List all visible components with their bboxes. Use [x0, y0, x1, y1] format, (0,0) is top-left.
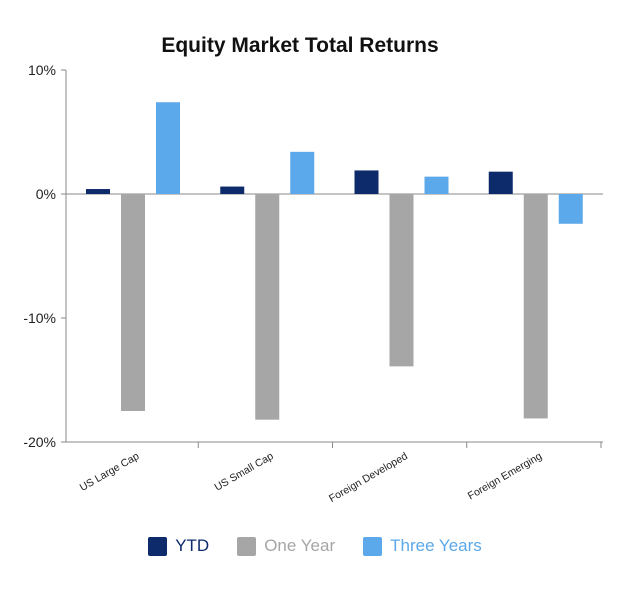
bar-three-years-foreign-developed — [424, 176, 449, 194]
legend-swatch — [148, 536, 168, 556]
legend-item-three-years: Three Years — [363, 536, 482, 556]
chart-legend: YTD One Year Three Years — [0, 536, 630, 556]
legend-item-one-year: One Year — [237, 536, 335, 556]
legend-label: YTD — [175, 536, 210, 555]
y-tick-label: -20% — [23, 434, 56, 450]
bar-ytd-foreign-emerging — [488, 171, 513, 194]
bar-one-year-foreign-developed — [389, 194, 414, 367]
x-category-label: US Large Cap — [78, 450, 142, 494]
legend-label: Three Years — [390, 536, 482, 555]
y-tick-label: 10% — [28, 62, 56, 78]
legend-item-ytd: YTD — [148, 536, 209, 556]
bar-one-year-foreign-emerging — [523, 194, 548, 419]
bar-ytd-us-large-cap — [86, 189, 110, 194]
bar-three-years-us-large-cap — [156, 102, 180, 194]
legend-swatch — [237, 536, 257, 556]
x-category-label: Foreign Developed — [327, 450, 410, 505]
x-category-label: US Small Cap — [212, 450, 275, 493]
bar-three-years-us-small-cap — [290, 151, 315, 194]
bar-ytd-us-small-cap — [220, 186, 245, 194]
legend-swatch — [363, 536, 383, 556]
x-category-label: Foreign Emerging — [466, 450, 544, 502]
bar-one-year-us-large-cap — [121, 194, 145, 411]
bar-three-years-foreign-emerging — [558, 194, 583, 224]
bar-one-year-us-small-cap — [255, 194, 280, 420]
y-tick-label: -10% — [23, 310, 56, 326]
bar-ytd-foreign-developed — [354, 170, 379, 194]
legend-label: One Year — [264, 536, 336, 555]
y-tick-label: 0% — [36, 186, 56, 202]
chart-title: Equity Market Total Returns — [161, 34, 439, 57]
